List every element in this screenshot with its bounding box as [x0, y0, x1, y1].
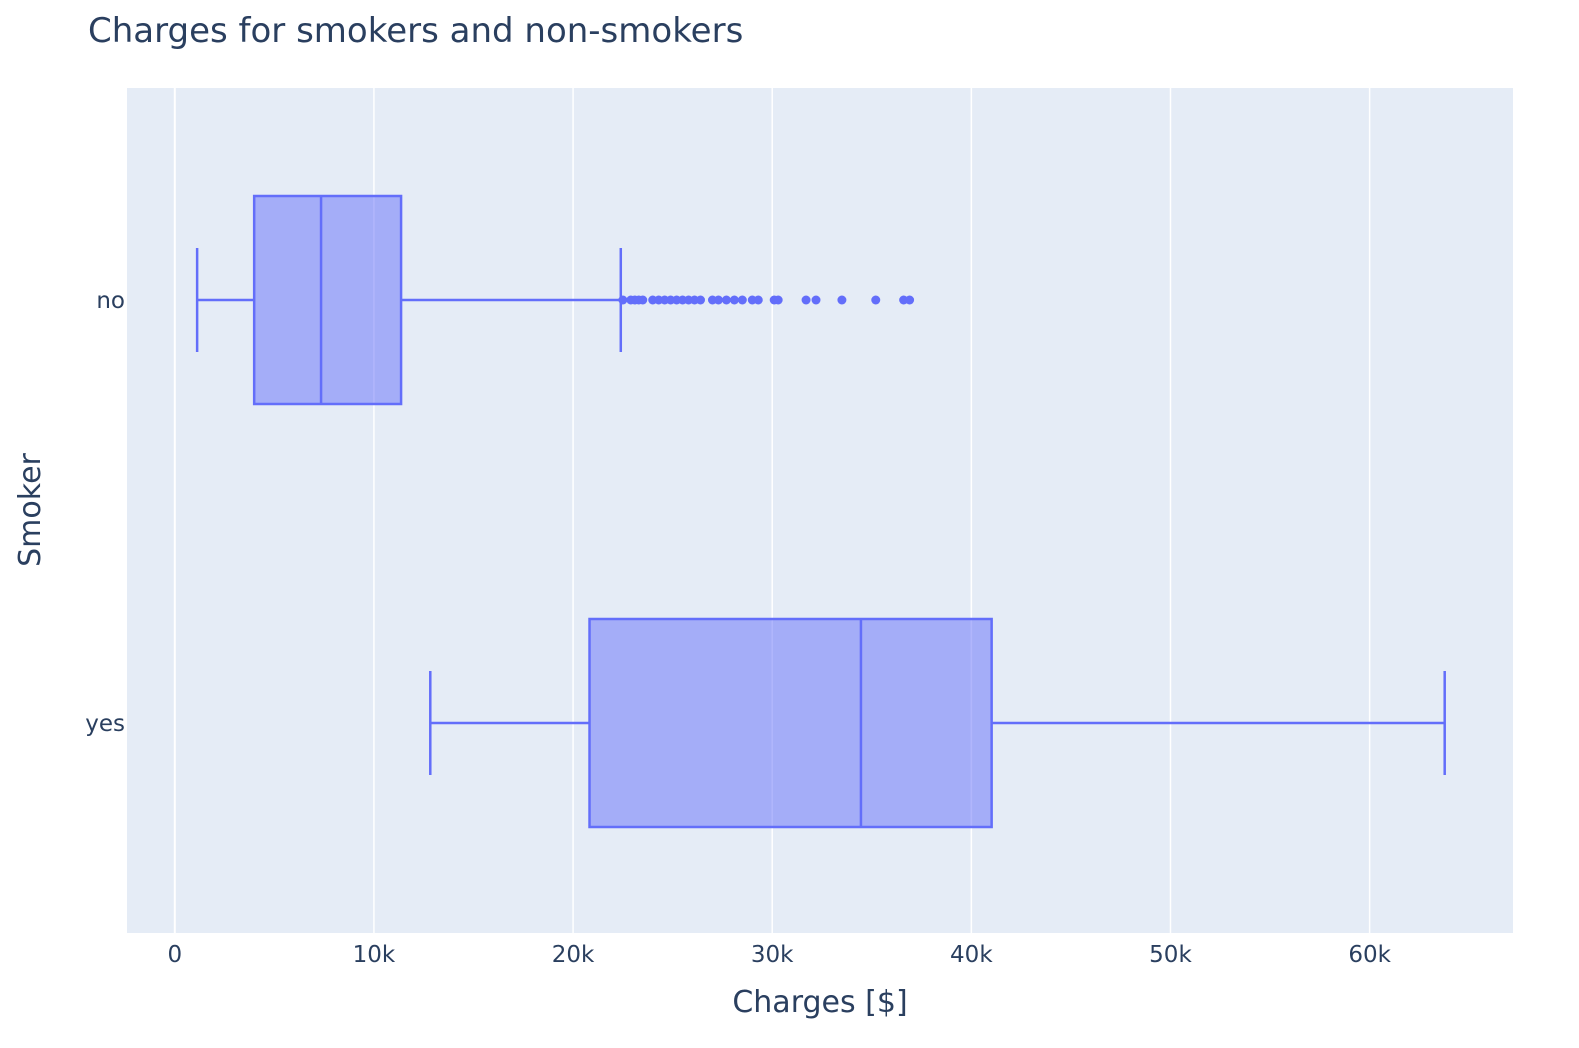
- x-tick-labels: 0 10k 20k 30k 40k 50k 60k: [167, 942, 1391, 968]
- y-tick-label-no: no: [96, 288, 125, 314]
- outlier-point-no-28: [905, 295, 915, 305]
- x-tick-label-4: 40k: [950, 942, 993, 968]
- outlier-point-no-25: [837, 295, 847, 305]
- x-tick-label-2: 20k: [552, 942, 595, 968]
- outlier-point-no-22: [773, 295, 783, 305]
- outlier-point-no-13: [696, 295, 706, 305]
- outlier-point-no-16: [721, 295, 731, 305]
- box-group-yes: [429, 617, 1446, 829]
- outlier-point-no-4: [638, 295, 648, 305]
- y-tick-labels: no yes: [85, 288, 125, 737]
- y-axis-title: Smoker: [13, 452, 48, 566]
- outlier-point-no-20: [753, 295, 763, 305]
- x-tick-label-3: 30k: [751, 942, 794, 968]
- outlier-point-no-23: [801, 295, 811, 305]
- box-group-no: [195, 194, 915, 406]
- outlier-point-no-15: [713, 295, 723, 305]
- x-tick-label-1: 10k: [353, 942, 396, 968]
- x-tick-label-5: 50k: [1149, 942, 1192, 968]
- box-layer: [195, 194, 1446, 829]
- x-axis-title: Charges [$]: [732, 985, 907, 1020]
- outlier-point-no-18: [737, 295, 747, 305]
- outlier-point-no-24: [811, 295, 821, 305]
- x-tick-label-6: 60k: [1348, 942, 1391, 968]
- outlier-point-no-17: [729, 295, 739, 305]
- chart-title: Charges for smokers and non-smokers: [88, 11, 743, 51]
- outlier-point-no-26: [871, 295, 881, 305]
- x-tick-label-0: 0: [167, 942, 182, 968]
- outlier-point-no-0: [618, 295, 628, 305]
- iqr-box-yes: [588, 617, 993, 829]
- y-tick-label-yes: yes: [85, 711, 125, 737]
- iqr-box-no: [252, 194, 403, 406]
